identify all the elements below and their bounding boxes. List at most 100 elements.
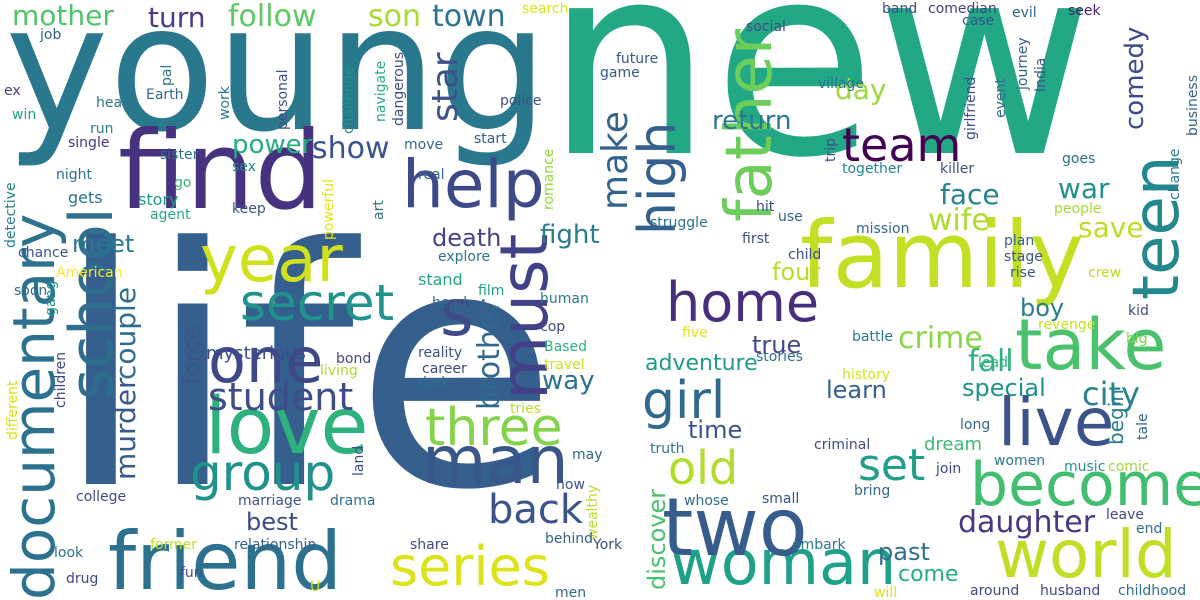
cloud-word: town xyxy=(432,0,506,34)
cloud-word: gets xyxy=(68,188,103,207)
cloud-word: turn xyxy=(148,1,206,34)
cloud-word: night xyxy=(56,167,93,183)
cloud-word: bring xyxy=(854,483,891,499)
cloud-word: live xyxy=(998,384,1115,461)
cloud-word: group xyxy=(190,444,336,502)
cloud-word: children xyxy=(53,351,69,408)
cloud-word: force xyxy=(178,324,206,385)
cloud-word: dark xyxy=(418,375,450,391)
cloud-word: true xyxy=(752,331,802,359)
cloud-word: business xyxy=(1185,74,1200,136)
cloud-word: childhood xyxy=(1118,583,1187,599)
cloud-word: work xyxy=(217,86,233,120)
cloud-word: game xyxy=(600,65,640,81)
cloud-word: love xyxy=(205,382,369,472)
cloud-word: truth xyxy=(650,441,685,457)
cloud-word: become xyxy=(970,450,1200,520)
cloud-word: plan xyxy=(1004,233,1035,249)
cloud-word: one xyxy=(208,324,324,397)
cloud-word: big xyxy=(1126,331,1148,347)
cloud-word: head xyxy=(432,295,467,311)
cloud-word: move xyxy=(404,137,444,153)
cloud-word: social xyxy=(746,19,786,35)
cloud-word: past xyxy=(878,538,930,566)
cloud-word: dangerous xyxy=(391,51,407,126)
cloud-word: make xyxy=(595,111,636,210)
cloud-word: India xyxy=(1033,57,1049,92)
cloud-word: soon xyxy=(14,283,48,299)
cloud-word: return xyxy=(712,106,792,136)
cloud-word: meet xyxy=(72,230,135,258)
cloud-word: case xyxy=(962,13,995,29)
cloud-word: explore xyxy=(438,249,491,265)
cloud-word: killer xyxy=(940,161,975,177)
cloud-word: way xyxy=(542,366,595,396)
cloud-word: join xyxy=(936,461,962,477)
cloud-word: start xyxy=(474,131,507,147)
cloud-word: run xyxy=(90,121,114,137)
cloud-word: navigate xyxy=(373,60,389,122)
cloud-word: land xyxy=(351,445,367,476)
cloud-word: trip xyxy=(823,137,839,162)
cloud-word: girl xyxy=(642,371,726,431)
cloud-word: share xyxy=(410,537,449,553)
cloud-word: heart xyxy=(96,95,134,111)
cloud-word: village xyxy=(818,76,865,92)
cloud-word: child xyxy=(788,247,822,263)
cloud-word: go xyxy=(174,175,192,191)
cloud-word: student xyxy=(208,375,354,419)
cloud-word: war xyxy=(1058,172,1110,205)
cloud-word: challenge xyxy=(341,66,357,134)
cloud-word: take xyxy=(1015,304,1167,386)
cloud-word: York xyxy=(593,537,623,553)
cloud-word: man xyxy=(422,422,569,499)
cloud-word: lead xyxy=(978,355,1008,371)
cloud-word: crew xyxy=(1088,265,1122,281)
cloud-word: follow xyxy=(228,0,317,34)
cloud-word: first xyxy=(742,231,770,247)
cloud-word: use xyxy=(778,209,803,225)
cloud-word: Earth xyxy=(146,87,184,103)
cloud-word: old xyxy=(668,441,739,495)
cloud-word: around xyxy=(970,583,1020,599)
cloud-word: change xyxy=(1167,148,1183,200)
cloud-word: art xyxy=(371,200,387,220)
cloud-word: drug xyxy=(66,571,99,587)
cloud-word: comedian xyxy=(928,1,997,17)
cloud-word: discover xyxy=(643,488,671,590)
cloud-word: home xyxy=(666,271,820,334)
cloud-word: wife xyxy=(928,203,990,238)
cloud-word: ex xyxy=(4,83,21,99)
cloud-word: crime xyxy=(898,321,983,356)
cloud-word: death xyxy=(432,224,502,252)
cloud-word: son xyxy=(368,0,421,34)
cloud-word: gang xyxy=(43,280,59,316)
cloud-word: begin xyxy=(1104,389,1128,445)
cloud-word: struggle xyxy=(650,215,708,231)
cloud-word: stories xyxy=(756,349,803,365)
cloud-word: American xyxy=(56,265,123,281)
cloud-word: end xyxy=(1136,521,1163,537)
cloud-word: help xyxy=(402,146,545,223)
cloud-word: family xyxy=(800,202,1084,309)
cloud-word: people xyxy=(1054,201,1102,217)
cloud-word: best xyxy=(246,508,298,536)
cloud-word: former xyxy=(150,537,198,553)
cloud-word: may xyxy=(572,447,603,463)
cloud-word: four xyxy=(772,258,821,286)
cloud-word: human xyxy=(540,291,589,307)
cloud-word: brother xyxy=(472,299,507,410)
cloud-word: together xyxy=(842,161,903,177)
cloud-word: different xyxy=(5,380,21,440)
cloud-word: secret xyxy=(240,274,395,332)
cloud-word: learn xyxy=(826,376,887,404)
cloud-word: look xyxy=(54,545,84,561)
cloud-word: bond xyxy=(336,351,372,367)
cloud-word: tries xyxy=(510,401,542,417)
cloud-word: will xyxy=(874,585,898,600)
cloud-word: kid xyxy=(1128,303,1149,319)
cloud-word: romance xyxy=(541,148,557,210)
cloud-word: sex xyxy=(232,159,256,175)
cloud-word: power xyxy=(232,130,313,160)
